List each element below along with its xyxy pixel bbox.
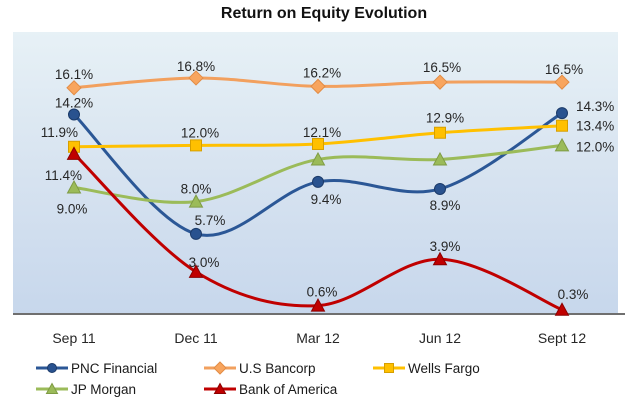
circle-marker-icon (47, 363, 57, 373)
data-label: 8.9% (430, 198, 461, 213)
triangle-marker-icon (66, 179, 82, 194)
plot-background (13, 32, 618, 314)
legend-swatch-triangle-icon (204, 382, 236, 394)
triangle-marker-icon (188, 194, 204, 208)
data-label: 9.4% (311, 192, 342, 207)
data-label: 14.3% (576, 99, 614, 114)
triangle-marker-icon (188, 264, 204, 278)
data-label: 8.0% (181, 182, 212, 197)
legend-item-jp-morgan: JP Morgan (35, 381, 136, 397)
data-label: 12.9% (426, 111, 464, 126)
triangle-marker-icon (310, 151, 326, 166)
square-marker-icon (556, 119, 568, 132)
legend-item-wells-fargo: Wells Fargo (372, 360, 480, 376)
legend-swatch-diamond-icon (204, 361, 236, 375)
square-marker-icon (384, 363, 394, 373)
legend-label: JP Morgan (71, 381, 137, 397)
data-label: 11.9% (41, 125, 78, 140)
circle-marker-icon (434, 182, 446, 195)
data-label: 0.3% (558, 287, 589, 302)
data-label: 16.5% (423, 60, 461, 75)
legend-swatch-circle-icon (36, 363, 68, 373)
triangle-marker-icon (432, 251, 448, 266)
x-axis-label: Jun 12 (418, 330, 462, 346)
data-label: 9.0% (57, 202, 88, 217)
triangle-marker-icon (213, 382, 227, 394)
square-marker-icon (312, 137, 324, 150)
data-label: 0.6% (307, 285, 338, 300)
data-label: 16.1% (55, 67, 93, 82)
triangle-marker-icon (432, 151, 448, 166)
data-label: 13.4% (576, 119, 614, 134)
legend-swatch-triangle-icon (36, 382, 68, 394)
triangle-marker-icon (310, 298, 326, 312)
x-axis-label: Dec 11 (174, 330, 218, 346)
data-label: 16.5% (545, 62, 583, 77)
chart-title: Return on Equity Evolution (220, 5, 428, 22)
legend-label: Bank of America (239, 381, 338, 397)
data-label: 16.2% (303, 65, 341, 80)
diamond-marker-icon (310, 78, 326, 95)
legend-item-bank-of-america: Bank of America (203, 381, 337, 397)
diamond-marker-icon (188, 70, 204, 86)
data-label: 14.2% (55, 95, 93, 110)
data-label: 5.7% (195, 213, 226, 228)
data-label: 12.0% (576, 139, 614, 154)
legend-item-us-bancorp: U.S Bancorp (203, 360, 316, 376)
triangle-marker-icon (45, 382, 59, 394)
triangle-marker-icon (554, 302, 570, 316)
data-label: 12.0% (181, 125, 219, 140)
diamond-marker-icon (66, 80, 82, 96)
circle-marker-icon (312, 175, 324, 188)
diamond-marker-icon (554, 74, 570, 90)
circle-marker-icon (190, 227, 202, 240)
legend-label: Wells Fargo (408, 360, 480, 376)
triangle-marker-icon (66, 146, 82, 160)
legend-swatch-square-icon (373, 363, 405, 373)
data-label: 3.0% (189, 255, 220, 270)
triangle-marker-icon (554, 137, 570, 152)
data-label: 16.8% (177, 59, 215, 74)
square-marker-icon (190, 139, 202, 152)
x-axis-label: Sept 12 (537, 330, 587, 346)
legend-label: U.S Bancorp (239, 360, 316, 376)
diamond-marker-icon (213, 361, 227, 375)
legend-label: PNC Financial (71, 360, 158, 376)
data-label: 11.4% (45, 168, 82, 183)
data-label: 3.9% (430, 239, 461, 254)
diamond-marker-icon (432, 74, 448, 90)
x-axis-label: Mar 12 (296, 330, 340, 346)
legend-item-pnc-financial: PNC Financial (35, 360, 157, 376)
data-label: 12.1% (303, 125, 341, 140)
circle-marker-icon (68, 108, 80, 121)
circle-marker-icon (556, 107, 568, 120)
square-marker-icon (434, 126, 446, 139)
x-axis-label: Sep 11 (52, 330, 96, 346)
